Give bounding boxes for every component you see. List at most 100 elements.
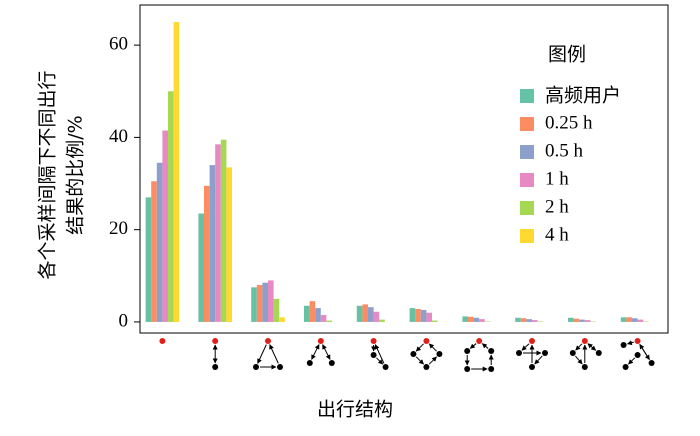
icon-arrow [416,344,423,351]
icon-node [371,352,377,358]
legend-label: 4 h [545,224,569,245]
icon-node [582,364,588,370]
bar [315,308,321,322]
y-tick-label: 60 [109,33,128,54]
legend-label: 0.25 h [545,112,593,133]
icon-node [635,352,641,358]
bar [274,299,280,322]
icon-arrow [535,356,543,364]
icon-arrow [640,344,650,359]
icon-arrow [470,344,476,349]
y-axis-label: 各个采样间隔下不同出行 结果的比例/% [37,70,87,279]
bar [579,320,585,322]
icon-node [212,338,218,344]
bar [462,316,468,322]
icon-arrow [323,345,330,360]
y-tick-label: 40 [109,126,128,147]
icon-node [542,350,548,356]
bar [379,320,385,322]
legend-label: 0.5 h [545,140,584,161]
bar [304,306,310,322]
bar [210,165,216,322]
icon-node [307,360,313,366]
icon-arrow [576,344,582,350]
icon-arrow [429,357,436,364]
x-axis-label: 出行结构 [317,399,393,421]
bar [632,318,638,322]
bar [568,318,574,322]
y-axis-label-line: 结果的比例/% [65,115,87,234]
bar [410,308,416,322]
bar [474,318,480,322]
icon-node [265,338,271,344]
bar [368,307,374,322]
bar [162,130,168,321]
icon-node [423,364,429,370]
icon-node [371,338,377,344]
icon-arrow [575,356,582,364]
icon-node [383,364,389,370]
icon-node [159,338,165,344]
bar [310,301,316,322]
icon-arrow [522,344,529,351]
legend-swatch [520,89,534,103]
bar [326,321,332,322]
bar [421,310,427,322]
icon-node [529,364,535,370]
icon-node [488,348,494,354]
icon-arrow [416,357,423,364]
icon-node [529,338,535,344]
legend-swatch [520,229,534,243]
bar [251,287,257,322]
bar [526,319,532,322]
icon-arrow [312,345,319,360]
legend-swatch [520,173,534,187]
bar [268,280,274,322]
bar [532,320,538,322]
bar [426,313,432,322]
bar [415,309,421,322]
icon-node [596,350,602,356]
icon-node [621,342,627,348]
bar [221,140,227,322]
y-tick-label: 0 [119,310,129,331]
icon-node [476,338,482,344]
icon-node [488,366,494,372]
icon-node [582,338,588,344]
bar [174,22,180,322]
bar [574,319,580,322]
bar [432,321,438,322]
bar [204,186,210,322]
icon-node [623,364,629,370]
icon-node [329,360,335,366]
legend-label: 2 h [545,196,569,217]
icon-arrow [429,344,436,351]
bar [374,312,380,322]
legend-swatch [520,117,534,131]
bar [362,304,368,322]
legend-swatch [520,145,534,159]
bar [357,306,363,322]
bar [226,167,232,322]
icon-arrow [627,342,633,344]
icon-node [410,351,416,357]
icon-arrow [628,358,634,364]
icon-arrow [258,345,267,364]
legend-swatch [520,201,534,215]
bar [479,319,485,322]
icon-node [423,338,429,344]
icon-node [318,338,324,344]
icon-node [570,350,576,356]
bar [215,144,221,322]
icon-node [464,348,470,354]
bar [585,320,591,322]
bar [157,163,163,322]
bar [257,285,263,322]
y-axis-label-line: 各个采样间隔下不同出行 [37,70,59,279]
icon-node [635,338,641,344]
y-tick-label: 20 [109,218,128,239]
icon-arrow [482,344,488,349]
bar [279,317,285,322]
icon-node [649,360,655,366]
bar [521,318,527,322]
